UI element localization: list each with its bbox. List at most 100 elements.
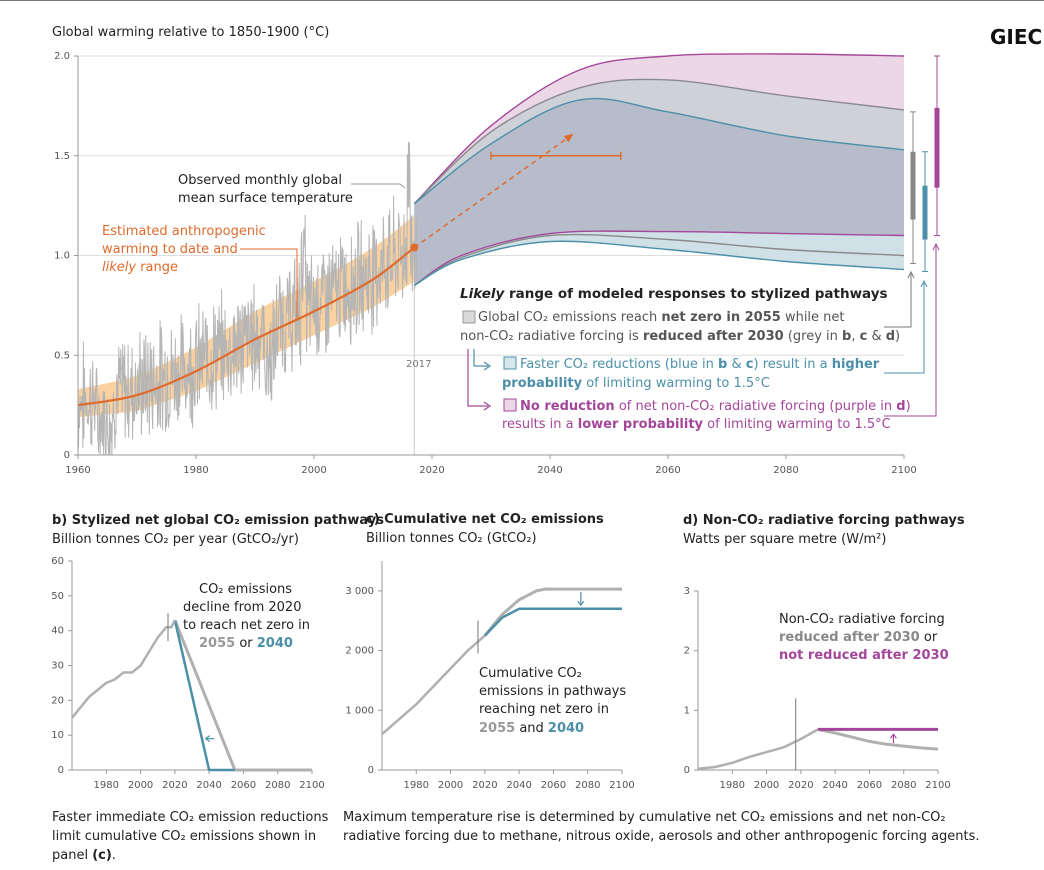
y-tick-label: 3: [684, 586, 690, 597]
legend-swatch-grey: [462, 310, 476, 324]
panel-d-subtitle: Watts per square metre (W/m²): [683, 532, 886, 547]
anthro-label-2: warming to date and: [102, 242, 238, 257]
panel-b-title: b) Stylized net global CO₂ emission path…: [52, 513, 384, 528]
projection-line-grey-upper: [413, 78, 905, 205]
observed-label-1: Observed monthly global: [178, 173, 342, 188]
y-tick-label: 60: [51, 556, 64, 567]
x-tick-label: 2100: [299, 780, 324, 791]
y-tick-label: 1 000: [345, 705, 374, 716]
current-warming-dot: [410, 243, 419, 252]
connector-purple: [884, 246, 937, 417]
anthro-label-range: range: [136, 260, 178, 275]
x-tick-label: 2060: [655, 465, 680, 476]
projection-line-blue-lower: [413, 240, 905, 287]
legend-swatch-purple: [503, 398, 517, 412]
series-historical: [381, 634, 486, 736]
panel-c-plot: 1980 2000 2020 2040 2060 2080 2100 0 1 000 2 000 3…: [345, 561, 635, 791]
x-tick-label: 2000: [128, 780, 153, 791]
y-tick-label: 0.5: [54, 350, 70, 361]
y-tick-label: 50: [51, 591, 64, 602]
projection-line-grey-lower: [413, 233, 905, 287]
x-tick-label: 2040: [822, 780, 847, 791]
panel-d-plot: 1980 2000 2020 2040 2060 2080 2100 0 1 2 3: [684, 586, 951, 791]
panel-c-note-4: 2055 and 2040: [479, 721, 584, 736]
x-tick-label: 2060: [857, 780, 882, 791]
observed-leader-line: [351, 183, 406, 189]
caption-left-2: limit cumulative CO₂ emissions shown in: [52, 829, 316, 844]
y-tick-label: 2: [684, 646, 690, 657]
x-tick-label: 2000: [301, 465, 326, 476]
connector-grey-arrowhead: [907, 270, 915, 279]
panel-c: c) Cumulative net CO₂ emissions Billion …: [345, 512, 634, 791]
anthro-label-likely: likely: [102, 260, 136, 275]
panel-a-title: Global warming relative to 1850-1900 (°C…: [52, 25, 329, 40]
legend-blue-connector: [473, 349, 488, 367]
caption-left-1: Faster immediate CO₂ emission reductions: [52, 810, 329, 825]
series-reduced-after-2030-grey-: [817, 727, 939, 751]
observed-label-2: mean surface temperature: [178, 191, 353, 206]
y-tick-label: 1.0: [54, 251, 70, 262]
y-tick-label: 3 000: [345, 586, 374, 597]
legend-blue-arrowhead: [483, 361, 492, 371]
x-tick-label: 2020: [472, 780, 497, 791]
x-tick-label: 2020: [788, 780, 813, 791]
panel-d-title: d) Non-CO₂ radiative forcing pathways: [683, 513, 965, 528]
x-tick-label: 2040: [537, 465, 562, 476]
panel-c-subtitle: Billion tonnes CO₂ (GtCO₂): [366, 531, 537, 546]
y-tick-label: 1: [684, 705, 690, 716]
x-tick-label: 2020: [162, 780, 187, 791]
legend-title: Likely range of modeled responses to sty…: [460, 286, 888, 302]
legend-grey-line-1: Global CO₂ emissions reach net zero in 2…: [478, 310, 845, 325]
projection-arrowhead: [563, 133, 574, 143]
x-tick-label: 1960: [65, 465, 90, 476]
y-tick-label: 2.0: [54, 51, 70, 62]
x-tick-label: 2080: [773, 465, 798, 476]
panel-b-note-1: CO₂ emissions: [199, 582, 292, 597]
legend-purple-line-1: No reduction of net non-CO₂ radiative fo…: [520, 399, 911, 414]
end-bar-box-grey: [910, 151, 916, 220]
panel-c-note-1: Cumulative CO₂: [479, 666, 582, 681]
panel-b-note-2: decline from 2020: [183, 600, 301, 615]
x-tick-label: 2100: [925, 780, 950, 791]
x-tick-label: 2040: [506, 780, 531, 791]
x-tick-label: 1980: [720, 780, 745, 791]
observed-temperature-line: [77, 141, 418, 456]
panel-a-ticks: 1960 1980 2000 2020 2040 2060 2080 2100 0 0.5 1.0 1…: [54, 51, 917, 476]
panel-b-note-4: 2055 or 2040: [199, 636, 293, 651]
legend-swatch-blue: [503, 356, 517, 370]
x-tick-label: 2060: [541, 780, 566, 791]
panel-c-title: c) Cumulative net CO₂ emissions: [366, 512, 604, 527]
core-range-band: [414, 98, 904, 286]
shift-arrowhead: [204, 735, 211, 743]
series-net-zero-2055-grey-: [483, 587, 622, 637]
y-tick-label: 10: [51, 730, 64, 741]
y-tick-label: 0: [64, 450, 70, 461]
x-tick-label: 2040: [196, 780, 221, 791]
end-bar-box-blue: [922, 185, 928, 240]
projection-line-purple-lower: [413, 230, 905, 286]
panel-b-plot: 1980 2000 2020 2040 2060 2080 2100 0 10 20 30 40 50 6…: [51, 556, 324, 791]
x-tick-label: 1980: [94, 780, 119, 791]
panel-b: b) Stylized net global CO₂ emission path…: [51, 513, 384, 791]
panel-c-note-3: reaching net zero in: [479, 702, 609, 717]
legend-grey-line-2: non-CO₂ radiative forcing is reduced aft…: [460, 329, 900, 344]
shift-arrowhead: [577, 600, 585, 607]
panel-c-note-2: emissions in pathways: [479, 684, 626, 699]
y-tick-label: 20: [51, 695, 64, 706]
shift-arrowhead: [889, 733, 897, 739]
caption-right-2: radiative forcing due to methane, nitrou…: [343, 829, 980, 844]
x-tick-label: 1980: [183, 465, 208, 476]
y-tick-label: 1.5: [54, 151, 70, 162]
year-2017-label: 2017: [406, 359, 431, 370]
connector-purple-arrowhead: [932, 242, 940, 251]
panel-d-note-2: reduced after 2030 or: [779, 630, 938, 645]
x-tick-label: 2080: [265, 780, 290, 791]
x-tick-label: 1980: [404, 780, 429, 791]
series-net-zero-2040-blue-: [173, 619, 235, 772]
x-tick-label: 2060: [231, 780, 256, 791]
anthro-leader-line: [240, 248, 298, 318]
y-tick-label: 30: [51, 661, 64, 672]
anthro-label-1: Estimated anthropogenic: [102, 224, 266, 239]
caption-left-3: panel (c).: [52, 848, 116, 863]
y-tick-label: 0: [368, 765, 374, 776]
